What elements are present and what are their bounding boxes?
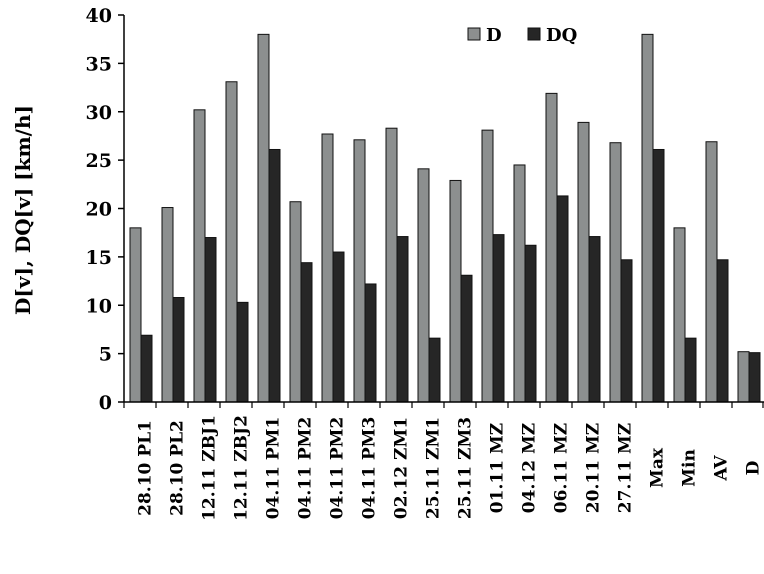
x-tick-label: 28.10 PL2 (168, 420, 188, 516)
bar-d (417, 168, 430, 403)
x-tick-label: D (744, 460, 764, 475)
y-tick-label: 30 (86, 102, 112, 124)
x-tick-label: Max (648, 447, 668, 488)
bar-d (577, 121, 590, 403)
bar-dq (652, 148, 665, 403)
x-tick-label: 25.11 ZM3 (456, 417, 476, 519)
bar-d (225, 81, 238, 403)
bar-dq (268, 148, 281, 403)
bar-d (353, 139, 366, 403)
bar-dq (236, 301, 249, 403)
y-tick-label: 20 (86, 199, 112, 221)
bar-dq (460, 274, 473, 403)
bars-group (129, 33, 761, 403)
x-tick-label: 28.10 PL1 (136, 420, 156, 516)
legend-swatch (467, 27, 481, 41)
x-tick-label: 06.11 MZ (552, 423, 572, 513)
bar-d (545, 92, 558, 403)
bar-dq (204, 237, 217, 403)
bar-dq (428, 337, 441, 403)
bar-dq (140, 334, 153, 403)
x-tick-label: 25.11 ZM1 (424, 417, 444, 519)
bar-d (705, 141, 718, 403)
legend-label: DQ (546, 25, 577, 46)
bar-d (257, 33, 270, 403)
legend: D DQ (467, 25, 577, 46)
y-tick-label: 25 (86, 150, 112, 172)
bar-d (481, 129, 494, 403)
bar-d (673, 227, 686, 403)
legend-swatch (527, 27, 541, 41)
x-tick-label: 04.11 PM2 (328, 417, 348, 520)
bar-dq (300, 262, 313, 403)
bar-dq (716, 259, 729, 403)
bar-d (289, 201, 302, 403)
bar-d (641, 33, 654, 403)
bar-dq (492, 234, 505, 403)
x-tick-label: 01.11 MZ (488, 423, 508, 513)
bar-d (321, 133, 334, 403)
x-tick-label: 04.11 PM2 (296, 417, 316, 520)
x-tick-label: 27.11 MZ (616, 423, 636, 513)
y-tick-label: 40 (86, 5, 112, 27)
bar-dq (172, 297, 185, 403)
x-tick-label: 02.12 ZM1 (392, 417, 412, 519)
y-tick-label: 15 (86, 247, 112, 269)
x-tick-label: 12.11 ZBJ2 (232, 415, 252, 521)
bar-dq (748, 352, 761, 403)
y-tick-label: 0 (99, 392, 112, 414)
x-tick-label: 04.11 PM1 (264, 417, 284, 520)
bar-d (609, 142, 622, 403)
x-tick-label: Min (680, 449, 700, 487)
bar-dq (332, 251, 345, 403)
bar-dq (364, 283, 377, 403)
bar-dq (556, 195, 569, 403)
bar-d (385, 127, 398, 403)
bar-d (513, 164, 526, 403)
y-axis-label: D[v], DQ[v] [km/h] (11, 105, 35, 315)
bar-dq (684, 337, 697, 403)
x-tick-label: AV (712, 455, 732, 482)
bar-d (737, 351, 750, 403)
x-tick-label: 20.11 MZ (584, 423, 604, 513)
bar-dq (588, 236, 601, 403)
x-tick-label: 12.11 ZBJ1 (200, 415, 220, 521)
legend-label: D (486, 25, 502, 46)
y-tick-label: 5 (99, 344, 112, 366)
x-tick-labels-group: 28.10 PL1 28.10 PL2 12.11 ZBJ1 12.11 ZBJ2 04… (123, 402, 764, 521)
bar-dq (620, 259, 633, 403)
bar-d (161, 207, 174, 403)
bar-dq (524, 244, 537, 403)
x-tick-label: 04.12 MZ (520, 423, 540, 513)
y-ticks-group: 0 5 10 15 20 25 30 35 40 (86, 5, 124, 414)
axes-group (123, 15, 764, 403)
bar-d (449, 179, 462, 403)
bar-d (193, 109, 206, 403)
bar-dq (396, 236, 409, 403)
y-tick-label: 10 (86, 295, 112, 317)
x-tick-label: 04.11 PM3 (360, 417, 380, 520)
y-tick-label: 35 (86, 53, 112, 75)
bar-d (129, 227, 142, 403)
